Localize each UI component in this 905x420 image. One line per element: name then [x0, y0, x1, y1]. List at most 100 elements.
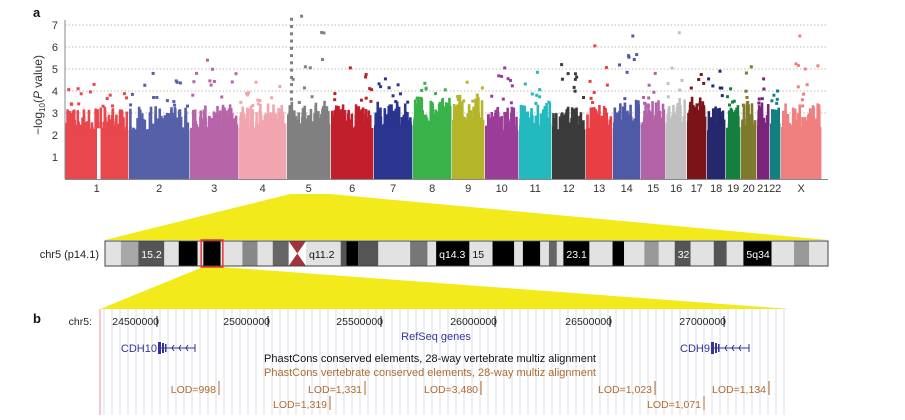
point — [391, 110, 395, 127]
point — [443, 88, 447, 92]
point — [261, 120, 265, 129]
point — [200, 118, 204, 129]
ideogram-label: chr5 (p14.1) — [40, 249, 99, 261]
point — [714, 124, 718, 132]
point — [320, 58, 324, 62]
point — [586, 114, 589, 130]
point — [538, 95, 542, 99]
strand-arrow — [178, 344, 182, 352]
point — [111, 104, 115, 108]
point — [435, 111, 439, 122]
point — [197, 126, 200, 129]
point — [534, 115, 538, 127]
dense-points-chr20 — [741, 125, 757, 179]
point — [489, 117, 493, 132]
point — [175, 80, 179, 84]
point — [741, 103, 745, 107]
point — [575, 75, 579, 79]
point — [720, 86, 724, 90]
point — [670, 66, 674, 70]
point — [510, 122, 513, 132]
point — [184, 110, 187, 131]
gene-model-cdh10[interactable] — [158, 342, 196, 354]
point — [258, 99, 262, 103]
refseq-track-title: RefSeq genes — [401, 331, 471, 343]
point — [485, 125, 488, 132]
point — [713, 128, 716, 132]
point — [453, 103, 456, 121]
point — [570, 128, 573, 131]
exon — [162, 343, 164, 353]
point — [239, 100, 243, 104]
lod-label: LOD=1,319 — [273, 399, 327, 411]
point — [500, 74, 504, 78]
point — [422, 118, 426, 122]
point — [368, 87, 372, 91]
point — [760, 97, 764, 101]
point — [521, 105, 525, 127]
chromosome-12-points — [552, 63, 586, 179]
point — [570, 117, 573, 131]
ideogram-outline — [104, 240, 829, 267]
point — [160, 115, 163, 131]
point — [728, 103, 732, 107]
point — [383, 123, 386, 127]
point — [466, 118, 469, 121]
point — [278, 84, 282, 88]
cytoband — [469, 241, 493, 266]
point — [700, 105, 704, 122]
point — [466, 113, 469, 121]
dense-points-chr1 — [65, 130, 129, 179]
gene-label-cdh9[interactable]: CDH9 — [680, 343, 710, 355]
chr5-signal-point — [290, 90, 293, 94]
point — [680, 78, 684, 82]
point — [364, 114, 367, 129]
point — [804, 120, 807, 128]
point — [360, 114, 364, 129]
point — [666, 82, 670, 86]
point — [508, 78, 512, 82]
peak-point-chr12 — [560, 63, 564, 67]
point — [244, 119, 247, 129]
point — [109, 119, 113, 132]
point — [94, 108, 97, 132]
point — [812, 121, 815, 128]
point — [209, 122, 213, 129]
point — [218, 124, 221, 129]
point — [163, 115, 167, 131]
point — [258, 115, 262, 129]
cytoband — [220, 241, 243, 266]
point — [280, 108, 283, 129]
point — [191, 93, 195, 97]
point — [757, 109, 760, 127]
point — [394, 100, 398, 104]
dense-points-chr5 — [287, 123, 331, 179]
point — [87, 109, 91, 132]
gene-label-cdh10[interactable]: CDH10 — [121, 343, 157, 355]
point — [770, 99, 774, 103]
point — [90, 122, 94, 132]
point — [120, 109, 124, 132]
point — [622, 120, 625, 124]
gene-model-cdh9[interactable] — [711, 342, 750, 354]
point — [247, 91, 251, 95]
point — [158, 108, 162, 131]
chromosome-15-points — [641, 71, 666, 179]
point — [154, 106, 157, 131]
point — [460, 119, 464, 121]
point — [424, 114, 428, 122]
point — [561, 129, 565, 131]
cytoband — [556, 241, 564, 266]
point — [290, 111, 293, 125]
point — [139, 116, 142, 131]
point — [308, 115, 311, 125]
point — [321, 108, 324, 125]
y-tick-label: 7 — [52, 20, 58, 32]
point — [794, 62, 798, 66]
point — [77, 102, 81, 106]
chr5-signal-point — [290, 54, 293, 58]
point — [729, 109, 733, 129]
point — [613, 107, 617, 124]
cytoband — [771, 241, 795, 266]
point — [111, 108, 115, 132]
